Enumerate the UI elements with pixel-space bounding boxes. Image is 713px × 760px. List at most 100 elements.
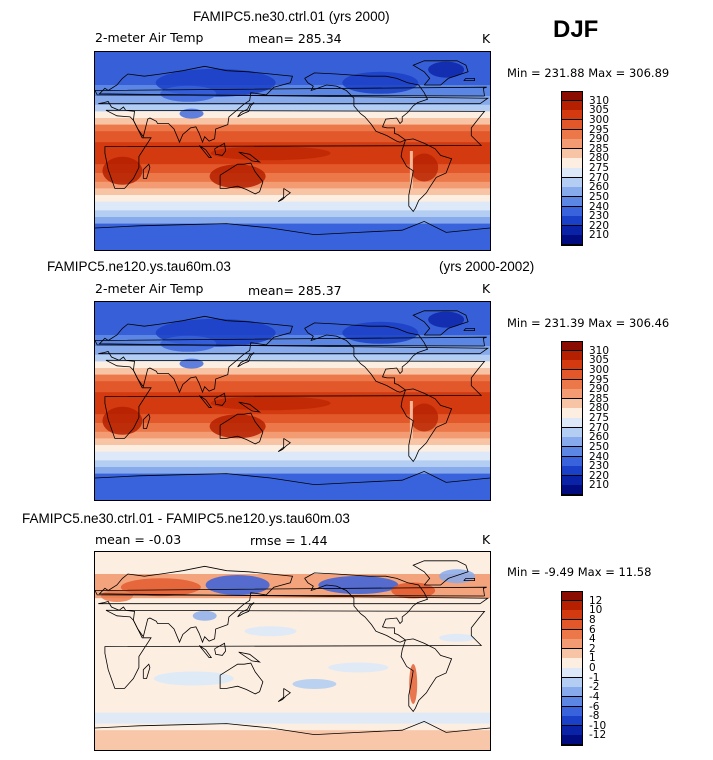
colorbar-label: 305 [589, 104, 610, 117]
colorbar-label: 6 [589, 623, 596, 636]
colorbar-label: 250 [589, 440, 610, 453]
colorbar-label: 305 [589, 354, 610, 367]
colorbar-box [561, 91, 583, 102]
colorbar-label: 310 [589, 344, 610, 357]
colorbar-label: 270 [589, 421, 610, 434]
colorbar-box [561, 119, 583, 130]
panel2-units: K [482, 281, 491, 296]
panel1-title: FAMIPC5.ne30.ctrl.01 (yrs 2000) [193, 9, 390, 24]
colorbar-box [561, 437, 583, 448]
colorbar-label: 280 [589, 152, 610, 165]
colorbar-box [561, 418, 583, 429]
colorbar-box [561, 466, 583, 477]
colorbar-box [561, 129, 583, 140]
panel2-minmax: Min = 231.39 Max = 306.46 [507, 316, 670, 330]
panel3-rmse: rmse = 1.44 [250, 533, 328, 548]
colorbar-label: 220 [589, 219, 610, 232]
colorbar-label: 270 [589, 171, 610, 184]
colorbar-label: 0 [589, 662, 596, 674]
panel1-map [94, 51, 491, 251]
colorbar-box [561, 658, 583, 669]
panel2-colorbar: 310 305 300 295 290 285 280 275 270 260 250 240 230 2… [561, 341, 609, 496]
colorbar-box [561, 187, 583, 198]
colorbar-box [561, 139, 583, 150]
colorbar-label: -8 [589, 710, 600, 723]
colorbar-box [561, 350, 583, 361]
panel2-years: (yrs 2000-2002) [439, 259, 535, 274]
colorbar-box [561, 696, 583, 707]
panel3-map [94, 551, 491, 751]
colorbar-label: 260 [589, 181, 610, 194]
panel3-colorbar: 12 10 8 6 4 2 1 0 -1 -2 -4 -6 -8 -10 -12 [561, 591, 606, 746]
colorbar-label: 12 [589, 594, 603, 607]
colorbar-label: 1 [589, 652, 596, 665]
colorbar-box [561, 677, 583, 688]
colorbar-frame [561, 341, 583, 495]
colorbar-label: -1 [589, 671, 600, 684]
colorbar-box [561, 148, 583, 159]
colorbar-label: 240 [589, 200, 610, 213]
colorbar-label: 310 [589, 94, 610, 107]
colorbar-box [561, 668, 583, 679]
season-label: DJF [553, 16, 599, 43]
panel2-mean: mean= 285.37 [248, 283, 342, 298]
panel1-minmax: Min = 231.88 Max = 306.89 [507, 66, 670, 80]
colorbar-label: 4 [589, 633, 596, 646]
colorbar-label: 230 [589, 460, 610, 473]
colorbar-label: -10 [589, 719, 607, 732]
colorbar-box [561, 600, 583, 611]
colorbar-label: 230 [589, 210, 610, 223]
colorbar-box [561, 379, 583, 390]
colorbar-label: 290 [589, 133, 610, 146]
colorbar-label: 290 [589, 383, 610, 396]
colorbar-box [561, 639, 583, 650]
colorbar-label: 275 [589, 412, 610, 424]
colorbar-label: 300 [589, 113, 610, 126]
colorbar-box [561, 591, 583, 602]
colorbar-label: -6 [589, 700, 600, 713]
colorbar-label: 8 [589, 613, 596, 626]
colorbar-box [561, 369, 583, 380]
colorbar-label: -4 [589, 690, 600, 703]
colorbar-box [561, 360, 583, 371]
colorbar-frame [561, 91, 583, 245]
colorbar-box [561, 629, 583, 640]
colorbar-box [561, 427, 583, 438]
colorbar-box [561, 168, 583, 179]
colorbar-box [561, 225, 583, 236]
colorbar-box [561, 725, 583, 736]
panel1-variable: 2-meter Air Temp [95, 30, 204, 45]
panel3-title: FAMIPC5.ne30.ctrl.01 - FAMIPC5.ne120.ys.… [22, 511, 350, 526]
colorbar-box [561, 706, 583, 717]
colorbar-box [561, 648, 583, 659]
colorbar-box [561, 158, 583, 169]
colorbar-label: 210 [589, 229, 610, 242]
panel1-mean: mean= 285.34 [248, 31, 342, 46]
colorbar-box [561, 619, 583, 630]
colorbar-box [561, 475, 583, 486]
colorbar-box [561, 100, 583, 111]
colorbar-label: 250 [589, 190, 610, 203]
colorbar-box [561, 408, 583, 419]
colorbar-label: 280 [589, 402, 610, 415]
colorbar-label: 285 [589, 392, 610, 405]
colorbar-box [561, 456, 583, 467]
colorbar-label: 275 [589, 162, 610, 174]
colorbar-label: 210 [589, 479, 610, 492]
colorbar-label: 260 [589, 431, 610, 444]
colorbar-box [561, 110, 583, 121]
colorbar-label: 295 [589, 373, 610, 386]
colorbar-label: 300 [589, 363, 610, 376]
colorbar-label: 240 [589, 450, 610, 463]
colorbar-label: 10 [589, 604, 603, 617]
panel2-title: FAMIPC5.ne120.ys.tau60m.03 [47, 259, 231, 274]
panel1-colorbar: 310 305 300 295 290 285 280 275 270 260 250 240 230 2… [561, 91, 609, 246]
colorbar-box [561, 610, 583, 621]
colorbar-box [561, 341, 583, 352]
colorbar-box [561, 196, 583, 207]
panel1-units: K [482, 31, 491, 46]
colorbar-label: -2 [589, 681, 600, 694]
colorbar-box [561, 446, 583, 457]
colorbar-box [561, 206, 583, 217]
colorbar-frame [561, 591, 583, 745]
